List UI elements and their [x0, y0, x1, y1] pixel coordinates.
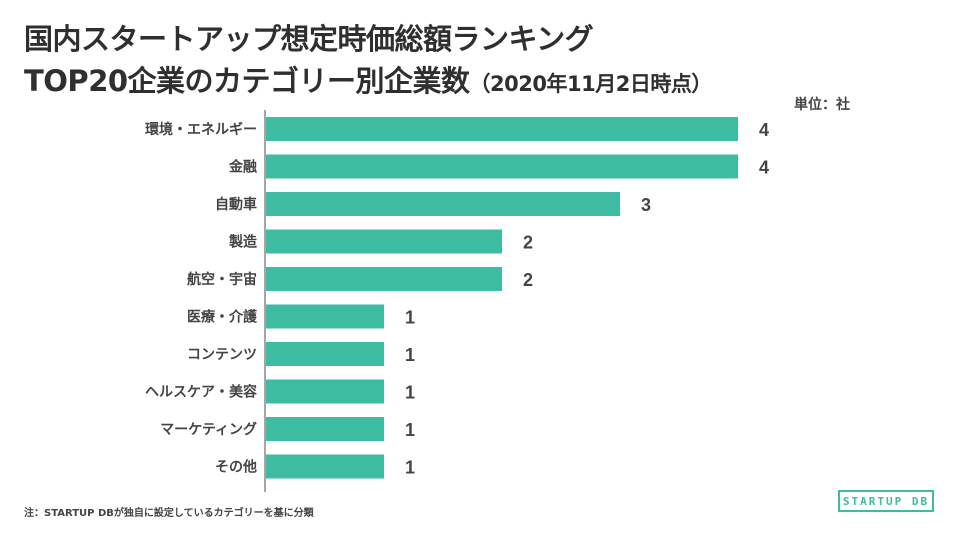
- bar: [266, 304, 384, 329]
- bar: [266, 342, 384, 366]
- data-label: 1: [405, 345, 415, 365]
- chart-title-date: （2020年11月2日時点）: [469, 72, 713, 96]
- startup-db-logo: STARTUP DB: [838, 490, 934, 512]
- category-label: 医療・介護: [187, 309, 258, 326]
- category-label: その他: [215, 459, 257, 476]
- chart-title-main: TOP20企業のカテゴリー別企業数: [24, 64, 470, 98]
- category-label: 金融: [228, 159, 257, 176]
- bar: [266, 229, 502, 254]
- data-label: 1: [405, 383, 415, 403]
- chart-title-line1: 国内スタートアップ想定時価総額ランキング: [24, 22, 594, 56]
- data-label: 1: [405, 458, 415, 478]
- category-label: 航空・宇宙: [187, 271, 257, 288]
- data-label: 4: [759, 120, 769, 140]
- category-label: マーケティング: [160, 421, 257, 438]
- bar: [266, 379, 384, 404]
- data-label: 1: [405, 420, 415, 440]
- bar: [266, 267, 502, 291]
- data-label: 1: [405, 308, 415, 328]
- category-label: ヘルスケア・美容: [145, 384, 257, 401]
- footnote: 注：STARTUP DBが独自に設定しているカテゴリーを基に分類: [24, 508, 314, 519]
- bar: [266, 417, 384, 441]
- data-label: 3: [641, 195, 651, 215]
- bar: [266, 192, 620, 216]
- category-label: 自動車: [215, 196, 257, 213]
- category-label: コンテンツ: [187, 347, 257, 363]
- data-label: 4: [759, 158, 769, 178]
- data-label: 2: [523, 270, 533, 290]
- bar: [266, 154, 738, 179]
- bar: [266, 117, 738, 141]
- category-label: 環境・エネルギー: [145, 121, 257, 138]
- chart-title-line2: TOP20企業のカテゴリー別企業数（2020年11月2日時点）: [24, 58, 712, 100]
- bar: [266, 454, 384, 479]
- data-label: 2: [523, 233, 533, 253]
- category-label: 製造: [228, 234, 257, 251]
- unit-label: 単位：社: [794, 97, 850, 113]
